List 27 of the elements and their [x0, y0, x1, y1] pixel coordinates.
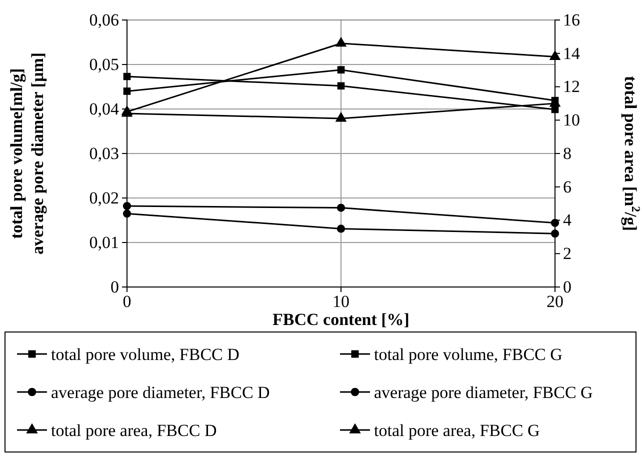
x-tick-label: 10: [332, 292, 350, 312]
y2-tick-label: 8: [563, 144, 572, 163]
y2-tick-label: 6: [563, 177, 572, 196]
y2-tick-label: 4: [563, 210, 572, 230]
x-tick-label: 20: [546, 292, 564, 312]
legend-label: average pore diameter, FBCC G: [374, 383, 593, 402]
y2-tick-label: 16: [563, 10, 580, 30]
legend-label: total pore volume, FBCC G: [374, 345, 562, 364]
y-tick-label: 0,02: [89, 188, 119, 208]
x-axis-title: FBCC content [%]: [272, 310, 410, 329]
y-tick-label: 0,01: [89, 232, 119, 252]
x-tick-label: 0: [122, 292, 132, 312]
legend-label: average pore diameter, FBCC D: [51, 383, 270, 402]
legend-label: total pore area, FBCC D: [51, 421, 217, 440]
y2-tick-label: 0: [563, 277, 572, 296]
y-tick-label: 0,03: [89, 144, 119, 163]
y2-tick-label: 10: [563, 110, 580, 130]
y-tick-label: 0,04: [89, 99, 120, 118]
legend-label: total pore area, FBCC G: [374, 421, 540, 440]
y2-tick-label: 2: [563, 244, 572, 264]
legend-label: total pore volume, FBCC D: [51, 345, 240, 364]
y2-tick-label: 14: [563, 44, 580, 63]
y2-tick-label: 12: [563, 77, 580, 96]
y-axis-title: total pore volume[ml/g] average pore diameter [μm]: [7, 52, 47, 255]
y-tick-label: 0: [110, 277, 119, 296]
y-tick-label: 0,06: [89, 10, 119, 30]
y-tick-label: 0,05: [89, 54, 119, 74]
